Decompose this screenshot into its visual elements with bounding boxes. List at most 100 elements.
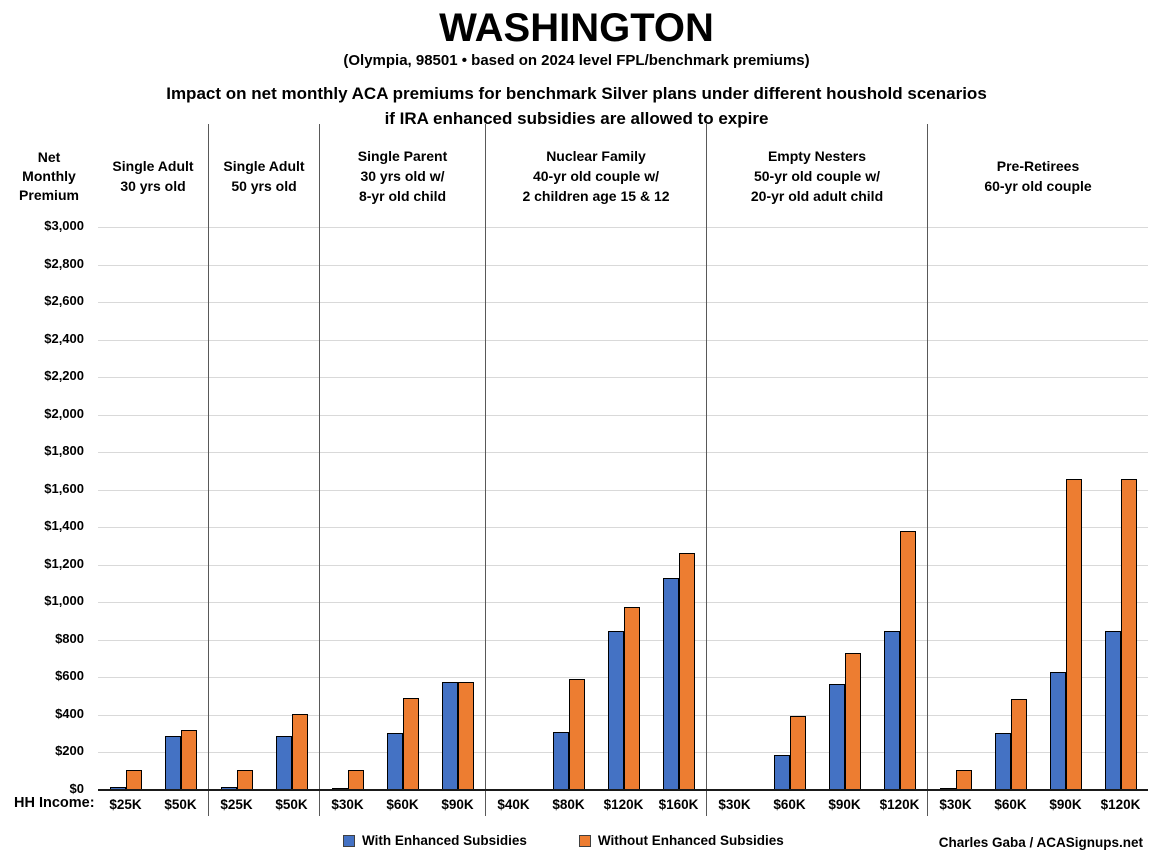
group-header-line: Single Adult <box>223 157 305 174</box>
x-tick-label: $40K <box>497 797 530 812</box>
group-header-line: Nuclear Family <box>546 147 646 164</box>
y-tick-label: $1,000 <box>44 593 84 609</box>
category-cell <box>320 227 375 790</box>
gridline <box>98 527 1148 529</box>
gridline <box>98 377 1148 379</box>
y-tick-label: $400 <box>55 705 84 721</box>
scenario-group: Nuclear Family 40-yr old couple w/2 child… <box>485 124 706 816</box>
y-tick-label: $1,800 <box>44 443 84 459</box>
bar-with-subsidies <box>275 735 292 790</box>
category-label-row: $30K $60K $90K $120K <box>707 790 927 816</box>
bar-with-subsidies <box>828 683 845 790</box>
x-tick-label: $30K <box>939 797 972 812</box>
group-header: Pre-Retirees 60-yr old couple <box>928 124 1148 227</box>
bar-with-subsidies <box>773 755 790 790</box>
scenario-group: Single Adult 30 yrs old $25K $50K <box>98 124 208 816</box>
bars-row <box>928 227 1148 790</box>
bar-without-subsidies <box>236 770 253 790</box>
scenario-group: Pre-Retirees 60-yr old couple $30K $60K $90K… <box>927 124 1148 816</box>
gridline <box>98 339 1148 341</box>
chart-headline-line2: if IRA enhanced subsidies are allowed to… <box>384 109 769 128</box>
legend-swatch-without_subsidies <box>578 834 591 847</box>
groups-container: Single Adult 30 yrs old $25K $50K Single Adu… <box>98 124 1148 816</box>
bar-with-subsidies <box>994 732 1011 790</box>
x-tick-label: $60K <box>386 797 419 812</box>
group-header: Empty Nesters 50-yr old couple w/20-yr ol… <box>707 124 927 227</box>
scenario-group: Empty Nesters 50-yr old couple w/20-yr ol… <box>706 124 927 816</box>
bar-without-subsidies <box>844 653 861 790</box>
group-header-line: 8-yr old child <box>358 187 447 204</box>
legend-item: With Enhanced Subsidies <box>343 833 527 848</box>
bar-with-subsidies <box>1049 671 1066 790</box>
category-cell <box>928 227 983 790</box>
bar-without-subsidies <box>899 531 916 790</box>
bar-without-subsidies <box>291 714 308 790</box>
category-cell <box>541 227 596 790</box>
category-label-row: $25K $50K <box>98 790 208 816</box>
x-tick-label: $30K <box>718 797 751 812</box>
y-tick-label: $2,000 <box>44 405 84 421</box>
y-tick-label: $800 <box>55 630 84 646</box>
y-tick-label: $1,400 <box>44 518 84 534</box>
page-title: WASHINGTON <box>439 6 714 50</box>
x-tick-label: $120K <box>603 797 644 812</box>
gridline <box>98 452 1148 454</box>
x-tick-label: $80K <box>552 797 585 812</box>
gridline <box>98 564 1148 566</box>
y-axis-title-line: Net <box>37 149 61 165</box>
hh-income-label: HH Income: <box>14 795 95 811</box>
y-tick-label: $1,600 <box>44 480 84 496</box>
x-tick-label: $50K <box>275 797 308 812</box>
group-header-line: Empty Nesters <box>767 147 867 164</box>
bars-row <box>98 227 208 790</box>
bar-without-subsidies <box>1120 479 1137 790</box>
bar-with-subsidies <box>164 735 181 790</box>
category-label-row: $30K $60K $90K <box>320 790 485 816</box>
group-header-line: 2 children age 15 & 12 <box>522 187 670 204</box>
x-tick-label: $30K <box>331 797 364 812</box>
bar-with-subsidies <box>607 631 624 790</box>
category-cell <box>762 227 817 790</box>
x-tick-label: $50K <box>164 797 197 812</box>
chart-headline: Impact on net monthly ACA premiums for b… <box>0 81 1153 131</box>
x-tick-label: $90K <box>441 797 474 812</box>
group-header-line: 50-yr old couple w/ <box>753 167 881 184</box>
category-cell <box>430 227 485 790</box>
bar-without-subsidies <box>568 679 585 790</box>
group-header-line: 50 yrs old <box>231 177 297 194</box>
bar-without-subsidies <box>1010 698 1027 790</box>
group-header: Single Adult 30 yrs old <box>98 124 208 227</box>
gridline <box>98 227 1148 228</box>
category-cell <box>209 227 264 790</box>
page-subtitle: (Olympia, 98501 • based on 2024 level FP… <box>343 52 810 69</box>
category-cell <box>486 227 541 790</box>
bar-with-subsidies <box>386 732 403 790</box>
category-cell <box>264 227 319 790</box>
category-cell <box>983 227 1038 790</box>
category-cell <box>707 227 762 790</box>
bar-without-subsidies <box>347 770 364 790</box>
category-label-row: $40K $80K $120K $160K <box>486 790 706 816</box>
bar-without-subsidies <box>180 729 197 790</box>
bar-with-subsidies <box>220 787 237 790</box>
legend-label: Without Enhanced Subsidies <box>597 833 784 848</box>
bar-without-subsidies <box>1065 479 1082 790</box>
x-tick-label: $90K <box>828 797 861 812</box>
x-tick-label: $60K <box>773 797 806 812</box>
y-tick-label: $200 <box>55 743 84 759</box>
bar-with-subsidies <box>1104 631 1121 790</box>
y-tick-label: $0 <box>69 781 84 796</box>
x-tick-label: $25K <box>109 797 142 812</box>
scenario-group: Single Parent 30 yrs old w/8-yr old child… <box>319 124 485 816</box>
bar-without-subsidies <box>402 698 419 790</box>
group-header-line: Single Parent <box>357 147 448 164</box>
gridline <box>98 489 1148 491</box>
gridline <box>98 264 1148 266</box>
group-header-line: 40-yr old couple w/ <box>532 167 660 184</box>
bar-with-subsidies <box>662 577 679 790</box>
scenario-group: Single Adult 50 yrs old $25K $50K <box>208 124 319 816</box>
gridline <box>98 414 1148 416</box>
bars-row <box>209 227 319 790</box>
category-cell <box>872 227 927 790</box>
